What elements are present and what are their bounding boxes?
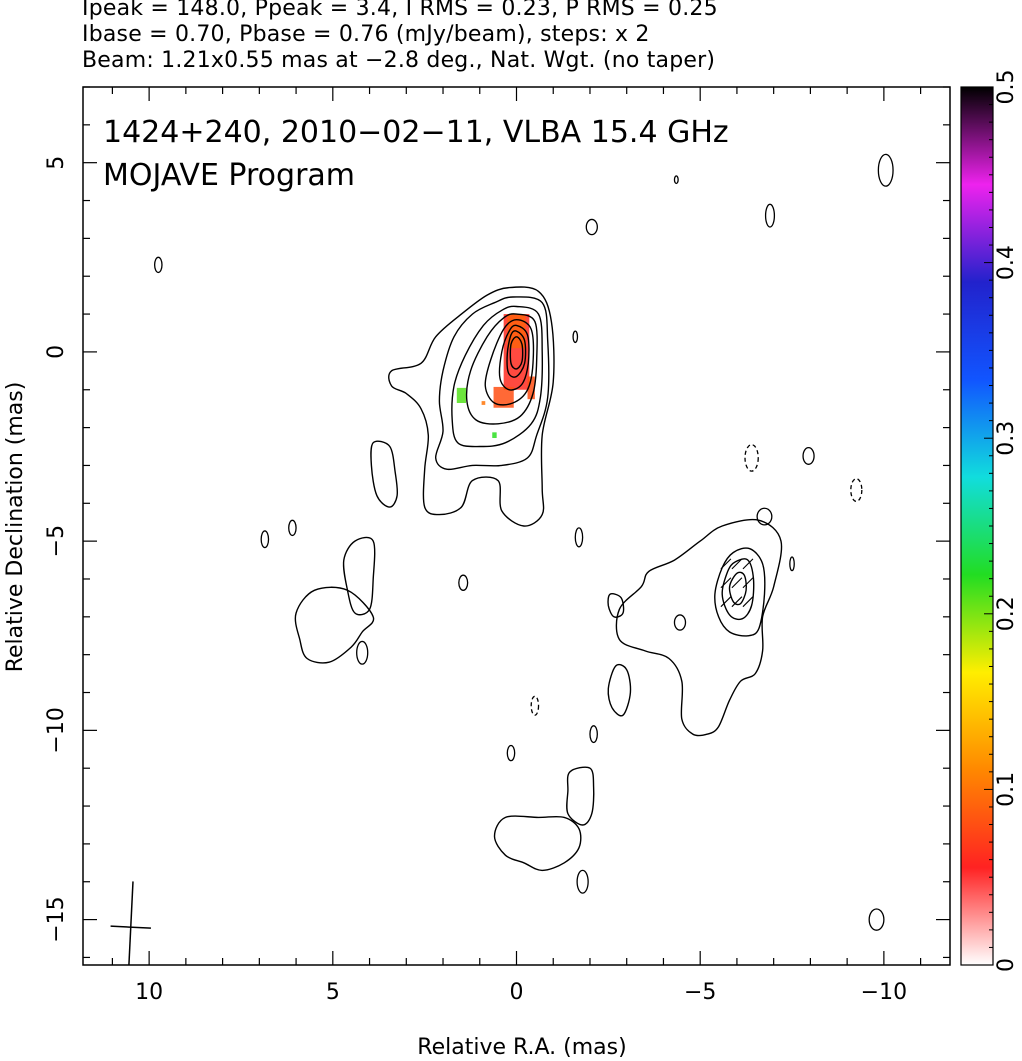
colorbar-scale	[960, 86, 994, 966]
colorbar-tick-label: 0.5	[994, 70, 1019, 105]
contour-blob-bottom	[493, 815, 582, 872]
colorbar-tick-label: 0.3	[994, 421, 1019, 456]
plot-subtitle: MOJAVE Program	[103, 158, 355, 193]
polarization-pixel	[492, 432, 497, 439]
negative-contour	[530, 695, 540, 716]
x-tick-label: −5	[684, 980, 716, 1005]
contour-island	[153, 256, 163, 274]
negative-contour	[744, 443, 759, 472]
contour-island	[673, 175, 679, 185]
axes-layer: 10 5 0 −5 −10 5 0 −5 −10 −15	[44, 86, 951, 1005]
colorbar-tick-label: 0.2	[994, 596, 1019, 631]
y-tick-label: −10	[44, 707, 69, 753]
contour-island	[572, 330, 579, 344]
polarization-vector	[720, 596, 732, 608]
contour-core-8	[509, 336, 524, 370]
contour-island	[756, 507, 773, 526]
plot-frame	[82, 86, 951, 966]
contour-knot-2	[714, 547, 766, 637]
contour-knot-3	[721, 558, 755, 621]
contour-island	[260, 530, 270, 549]
polarization-pixel	[493, 386, 514, 408]
polarization-vector	[731, 596, 743, 608]
colorbar: 0 0.1 0.2 0.3 0.4 0.5	[960, 70, 1019, 972]
contour-island	[356, 640, 369, 665]
x-tick-label: 10	[135, 980, 163, 1005]
polarization-pixel	[527, 376, 535, 400]
y-tick-label: −5	[44, 525, 69, 557]
y-axis-label: Relative Declination (mas)	[3, 382, 28, 673]
plot-title: 1424+240, 2010−02−11, VLBA 15.4 GHz	[103, 115, 729, 150]
polarization-vector	[731, 558, 743, 570]
contour-blob-left	[294, 586, 375, 664]
polarization-pixel	[481, 401, 486, 405]
x-axis-label: Relative R.A. (mas)	[417, 1035, 626, 1060]
contour-core-4	[465, 313, 538, 425]
contour-island	[458, 574, 469, 591]
colorbar-tick-label: 0.1	[994, 772, 1019, 807]
x-tick-label: −10	[861, 980, 907, 1005]
colorbar-tick-label: 0.4	[994, 245, 1019, 280]
contour-blob-b3	[607, 663, 632, 717]
polarization-vector	[742, 596, 754, 608]
polarization-vector	[720, 558, 732, 570]
contour-island	[673, 614, 687, 631]
beam-minor-axis	[110, 925, 151, 929]
y-tick-label: 5	[44, 156, 69, 170]
polarization-vector	[720, 577, 732, 589]
contour-layer	[110, 153, 894, 965]
contour-island	[585, 218, 598, 236]
contour-core-3	[451, 305, 543, 448]
contour-island	[576, 869, 589, 894]
polarization-vector	[731, 577, 743, 589]
title-layer: 1424+240, 2010−02−11, VLBA 15.4 GHz MOJA…	[103, 115, 729, 193]
contour-island	[589, 725, 598, 744]
contour-blob-b2	[566, 766, 595, 826]
polarization-vector	[742, 558, 754, 570]
polarization-pixel	[456, 387, 466, 404]
contour-island	[506, 744, 516, 762]
contour-blob-l3	[370, 440, 399, 508]
x-tick-label: 5	[326, 980, 340, 1005]
negative-contour	[850, 478, 863, 503]
contour-core-6	[498, 324, 530, 391]
contour-core-5	[484, 318, 535, 406]
colorbar-tick-label: 0	[994, 958, 1019, 972]
contour-core-2	[434, 296, 550, 471]
header-peak-stats: Ipeak = 148.0, Ppeak = 3.4, I RMS = 0.23…	[82, 0, 718, 21]
contour-core-7	[506, 330, 527, 378]
contour-knot-4	[728, 571, 747, 606]
polarization-vector	[742, 577, 754, 589]
contour-island	[877, 153, 894, 187]
header-beam-info: Beam: 1.21x0.55 mas at −2.8 deg., Nat. W…	[82, 48, 716, 73]
header-base-stats: Ibase = 0.70, Pbase = 0.76 (mJy/beam), s…	[82, 22, 650, 47]
contour-knot-outer	[615, 518, 783, 737]
contour-island	[764, 203, 776, 228]
contour-island	[789, 556, 795, 572]
contour-island	[868, 908, 885, 931]
contour-core-1	[388, 286, 555, 527]
contour-blob-l2	[342, 536, 376, 616]
y-tick-label: 0	[44, 345, 69, 359]
contour-blob-b4	[607, 593, 625, 618]
x-tick-label: 0	[510, 980, 524, 1005]
contour-island	[574, 527, 584, 548]
contour-island	[288, 519, 297, 537]
contour-island	[802, 447, 815, 465]
y-tick-label: −15	[44, 896, 69, 942]
